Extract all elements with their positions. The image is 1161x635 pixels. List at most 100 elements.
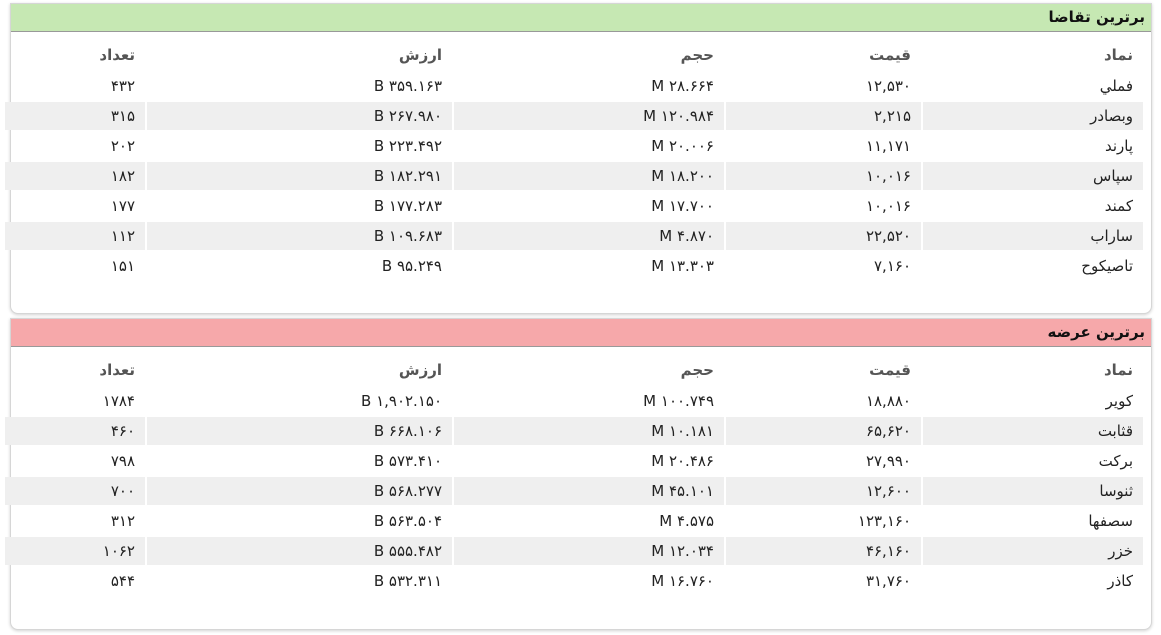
table-cell: ۱۵۱	[110, 257, 135, 275]
table-cell: ۵۶۳.۵۰۴ B	[373, 512, 442, 530]
table-cell: ۶۵,۶۲۰	[726, 417, 921, 445]
table-cell: ۷۰۰	[5, 477, 145, 505]
table-cell: ۳۵۹.۱۶۳ B	[373, 77, 442, 95]
table-cell: ۳۱,۷۶۰	[865, 572, 911, 590]
table-cell: کمند	[1104, 197, 1133, 215]
data-table: نماد قیمت حجم ارزش تعداد کویر ۱۸,۸۸۰ ۱۰۰.۷۴۹ M ۱…	[3, 353, 1145, 597]
table-cell: ۴۶,۱۶۰	[726, 537, 921, 565]
table-cell: ۱۳.۳۰۳ M	[651, 257, 714, 275]
table-cell: ۷۹۸	[110, 452, 135, 470]
table-row: سصفها ۱۲۳,۱۶۰ ۴.۵۷۵ M ۵۶۳.۵۰۴ B ۳۱۲	[5, 507, 1143, 535]
table-row: برکت ۲۷,۹۹۰ ۲۰.۴۸۶ M ۵۷۳.۴۱۰ B ۷۹۸	[5, 447, 1143, 475]
table-cell: ۱۷.۷۰۰ M	[651, 197, 714, 215]
table-cell: ۲۰.۴۸۶ M	[651, 452, 714, 470]
table-cell: برکت	[1098, 452, 1133, 470]
table-cell: ۱۸.۲۰۰ M	[454, 162, 724, 190]
table-cell: ۵۶۸.۲۷۷ B	[147, 477, 452, 505]
table-cell: ۱۲.۰۳۴ M	[454, 537, 724, 565]
table-row: ثنوسا ۱۲,۶۰۰ ۴۵.۱۰۱ M ۵۶۸.۲۷۷ B ۷۰۰	[5, 477, 1143, 505]
panel: برترین عرضه نماد قیمت حجم ارزش تعداد کویر ۱۸,۸۸…	[5, 318, 1152, 630]
table-body: فملي ۱۲,۵۳۰ ۲۸.۶۶۴ M ۳۵۹.۱۶۳ B ۴۳۲ وبصادر ۲,۲۱…	[5, 72, 1143, 280]
table-cell: ۱۱۲	[5, 222, 145, 250]
data-table: نماد قیمت حجم ارزش تعداد فملي ۱۲,۵۳۰ ۲۸.۶۶۴ M ۳۵…	[3, 38, 1145, 282]
table-cell: ۱,۹۰۲.۱۵۰ B	[360, 392, 442, 410]
table-row: پارند ۱۱,۱۷۱ ۲۰.۰۰۶ M ۲۲۳.۴۹۲ B ۲۰۲	[5, 132, 1143, 160]
table-cell: ۱۰۶۲	[5, 537, 145, 565]
table-cell: ۱۸,۸۸۰	[865, 392, 911, 410]
table-cell: ۱۷۷	[110, 197, 135, 215]
column-header: تعداد	[99, 361, 135, 379]
table-cell: ۱۰,۰۱۶	[726, 162, 921, 190]
table-cell: ۱۱,۱۷۱	[865, 137, 911, 155]
table-cell: ۲۸.۶۶۴ M	[651, 77, 714, 95]
table-row: تاصیکوح ۷,۱۶۰ ۱۳.۳۰۳ M ۹۵.۲۴۹ B ۱۵۱	[5, 252, 1143, 280]
table-row: کمند ۱۰,۰۱۶ ۱۷.۷۰۰ M ۱۷۷.۲۸۳ B ۱۷۷	[5, 192, 1143, 220]
table-cell: قثابت	[923, 417, 1143, 445]
column-header: قیمت	[869, 46, 911, 64]
column-header: قیمت	[869, 361, 911, 379]
table-row: وبصادر ۲,۲۱۵ ۱۲۰.۹۸۴ M ۲۶۷.۹۸۰ B ۳۱۵	[5, 102, 1143, 130]
table-row: خزر ۴۶,۱۶۰ ۱۲.۰۳۴ M ۵۵۵.۴۸۲ B ۱۰۶۲	[5, 537, 1143, 565]
table-cell: ۱۶.۷۶۰ M	[651, 572, 714, 590]
table-cell: ۵۷۳.۴۱۰ B	[373, 452, 442, 470]
table-cell: ۲۲,۵۲۰	[726, 222, 921, 250]
table-head: نماد قیمت حجم ارزش تعداد	[5, 40, 1143, 70]
table-cell: خزر	[923, 537, 1143, 565]
table-cell: ۴.۵۷۵ M	[659, 512, 714, 530]
table-cell: ۶۶۸.۱۰۶ B	[147, 417, 452, 445]
table-cell: ۳۱۲	[110, 512, 135, 530]
table-row: فملي ۱۲,۵۳۰ ۲۸.۶۶۴ M ۳۵۹.۱۶۳ B ۴۳۲	[5, 72, 1143, 100]
table-cell: ۱۸۲	[5, 162, 145, 190]
table-cell: پارند	[1104, 137, 1133, 155]
table-row: کاذر ۳۱,۷۶۰ ۱۶.۷۶۰ M ۵۳۲.۳۱۱ B ۵۴۴	[5, 567, 1143, 595]
table-cell: ساراب	[923, 222, 1143, 250]
header-row: نماد قیمت حجم ارزش تعداد	[5, 355, 1143, 385]
table-row: ساراب ۲۲,۵۲۰ ۴.۸۷۰ M ۱۰۹.۶۸۳ B ۱۱۲	[5, 222, 1143, 250]
table-cell: ۹۵.۲۴۹ B	[381, 257, 442, 275]
table-cell: ۱۷۷.۲۸۳ B	[373, 197, 442, 215]
table-cell: ۲۷,۹۹۰	[865, 452, 911, 470]
table-cell: ۴۳۲	[110, 77, 135, 95]
table-cell: فملي	[1099, 77, 1133, 95]
column-header: نماد	[1103, 46, 1133, 64]
table-cell: ۲,۲۱۵	[726, 102, 921, 130]
table-body: کویر ۱۸,۸۸۰ ۱۰۰.۷۴۹ M ۱,۹۰۲.۱۵۰ B ۱۷۸۴ قثابت ۶…	[5, 387, 1143, 595]
table-cell: تاصیکوح	[1081, 257, 1133, 275]
table-cell: ۴.۸۷۰ M	[454, 222, 724, 250]
table-cell: ۱۲,۵۳۰	[865, 77, 911, 95]
column-header: ارزش	[398, 361, 442, 379]
table-cell: ۷,۱۶۰	[874, 257, 911, 275]
table-cell: وبصادر	[923, 102, 1143, 130]
table-cell: ۱۰,۰۱۶	[865, 197, 911, 215]
column-header: حجم	[680, 46, 714, 64]
table-cell: ۳۱۵	[5, 102, 145, 130]
table-cell: ۵۴۴	[110, 572, 135, 590]
table-head: نماد قیمت حجم ارزش تعداد	[5, 355, 1143, 385]
table-row: سپاس ۱۰,۰۱۶ ۱۸.۲۰۰ M ۱۸۲.۲۹۱ B ۱۸۲	[5, 162, 1143, 190]
table-cell: ۱۷۸۴	[102, 392, 135, 410]
table-cell: ۲۰۲	[110, 137, 135, 155]
table-cell: ۱۰.۱۸۱ M	[454, 417, 724, 445]
column-header: نماد	[1103, 361, 1133, 379]
table-row: قثابت ۶۵,۶۲۰ ۱۰.۱۸۱ M ۶۶۸.۱۰۶ B ۴۶۰	[5, 417, 1143, 445]
panel: برترین تقاضا نماد قیمت حجم ارزش تعداد فملي ۱۲,۵…	[5, 3, 1152, 314]
table-cell: ۱۲۳,۱۶۰	[857, 512, 911, 530]
table-cell: ۲۶۷.۹۸۰ B	[147, 102, 452, 130]
table-cell: ۴۶۰	[5, 417, 145, 445]
column-header: تعداد	[99, 46, 135, 64]
table-cell: ۱۰۰.۷۴۹ M	[643, 392, 714, 410]
table-cell: ۲۲۳.۴۹۲ B	[373, 137, 442, 155]
table-cell: ۵۳۲.۳۱۱ B	[373, 572, 442, 590]
column-header: ارزش	[398, 46, 442, 64]
table-cell: ۱۰۹.۶۸۳ B	[147, 222, 452, 250]
panel-title: برترین تقاضا	[11, 4, 1151, 32]
table-cell: ۱۲,۶۰۰	[726, 477, 921, 505]
table-cell: سپاس	[923, 162, 1143, 190]
table-cell: سصفها	[1088, 512, 1133, 530]
column-header: حجم	[680, 361, 714, 379]
header-row: نماد قیمت حجم ارزش تعداد	[5, 40, 1143, 70]
table-cell: کویر	[1105, 392, 1133, 410]
table-cell: ۱۸۲.۲۹۱ B	[147, 162, 452, 190]
table-cell: کاذر	[1107, 572, 1133, 590]
